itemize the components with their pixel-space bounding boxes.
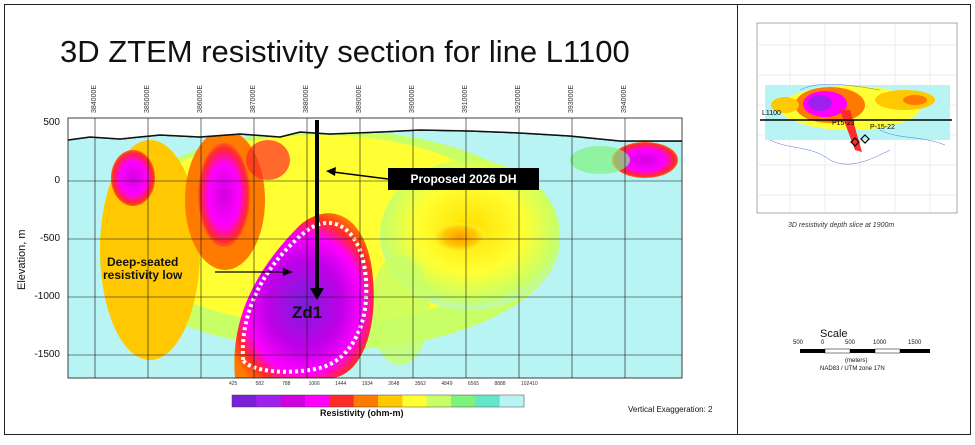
x-tick-label: 387000E <box>250 84 257 113</box>
panel-divider <box>737 4 738 435</box>
zd1-outline <box>240 220 369 374</box>
x-tick-label: 386000E <box>197 84 204 113</box>
inset-caption: 3D resistivity depth slice at 1900m <box>788 222 895 229</box>
legend-tick: 6565 <box>467 381 480 387</box>
proposed-drillhole-callout: Proposed 2026 DH <box>388 168 539 190</box>
y-axis-title: Elevation, m <box>16 229 28 290</box>
scale-title: Scale <box>820 328 848 340</box>
legend-swatch <box>402 395 428 407</box>
legend-swatch <box>329 395 355 407</box>
scale-tick: 500 <box>845 340 856 346</box>
legend-tick: 582 <box>255 381 264 387</box>
figure-title: 3D ZTEM resistivity section for line L11… <box>60 34 630 69</box>
inset-line-label: L1100 <box>762 110 781 117</box>
x-tick-label: 385000E <box>144 84 151 113</box>
legend-tick: 102410 <box>521 381 538 387</box>
x-tick-label: 394000E <box>621 84 628 113</box>
x-tick-label: 384000E <box>91 84 98 113</box>
y-tick-label: 500 <box>43 117 60 128</box>
legend-tick: 4849 <box>441 381 453 387</box>
legend-tick: 1066 <box>308 381 320 387</box>
y-tick-label: 0 <box>54 175 60 186</box>
legend-swatch <box>256 395 282 407</box>
legend-swatch <box>451 395 476 407</box>
legend-tick-labels: 425 582 788 1066 1444 1934 2648 3562 4849 6565 888… <box>229 381 538 389</box>
x-tick-label: 392000E <box>515 84 522 113</box>
legend-swatch <box>280 395 306 407</box>
scale-units: (meters) <box>845 358 868 364</box>
callout-arrow <box>326 167 336 176</box>
legend-tick: 3562 <box>414 381 426 387</box>
legend-tick: 425 <box>229 381 238 387</box>
legend-tick: 1934 <box>361 381 373 387</box>
legend-title: Resistivity (ohm-m) <box>320 408 404 418</box>
y-tick-label: -1500 <box>34 349 60 360</box>
scale-bar <box>800 348 930 354</box>
legend-swatch <box>426 395 452 407</box>
legend-swatch <box>499 395 525 407</box>
y-tick-label: -500 <box>39 233 60 244</box>
legend-colorbar <box>232 395 525 407</box>
legend-swatch <box>475 395 501 407</box>
scale-tick: 0 <box>821 340 825 346</box>
y-tick-label: -1000 <box>34 291 60 302</box>
x-tick-label: 391000E <box>462 84 469 113</box>
inset-map <box>756 22 958 214</box>
legend-tick: 2648 <box>388 381 400 387</box>
scale-projection: NAD83 / UTM zone 17N <box>820 366 885 372</box>
scale-tick: 1500 <box>908 340 922 346</box>
legend-tick: 788 <box>282 381 291 387</box>
section-plot-area <box>68 118 682 378</box>
inset-hole-label-1: P15-23 <box>832 120 855 127</box>
vertical-exaggeration-note: Vertical Exaggeration: 2 <box>628 405 713 414</box>
scale-tick: 500 <box>793 340 804 346</box>
legend-swatch <box>305 395 330 407</box>
grid-lines <box>68 118 682 378</box>
scale-tick: 1000 <box>873 340 887 346</box>
x-tick-label: 388000E <box>303 84 310 113</box>
legend-swatch <box>232 395 257 407</box>
x-tick-label: 393000E <box>568 84 575 113</box>
legend-swatch <box>378 395 403 407</box>
legend-tick: 1444 <box>335 381 347 387</box>
figure-frame <box>4 4 971 435</box>
deep-seated-low-label: Deep-seated resistivity low <box>103 255 183 282</box>
x-tick-label: 389000E <box>356 84 363 113</box>
legend-tick: 8888 <box>494 381 506 387</box>
zd1-target-label: Zd1 <box>292 303 323 322</box>
anomaly-arrow <box>283 268 293 276</box>
legend-swatch <box>353 395 379 407</box>
inset-hole-label-2: P-15-22 <box>870 124 895 131</box>
drill-hole-arrow <box>310 288 324 300</box>
plot-border <box>67 117 683 379</box>
x-tick-label: 390000E <box>409 84 416 113</box>
